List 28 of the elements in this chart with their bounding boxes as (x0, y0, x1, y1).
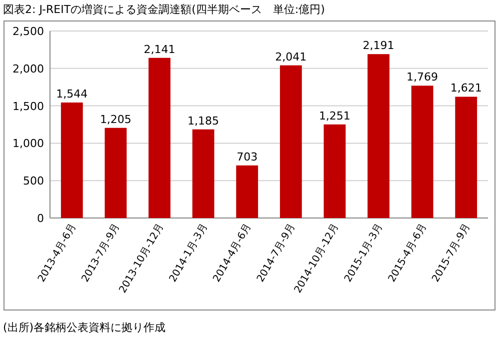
y-tick-label: 2,000 (12, 62, 44, 76)
bar (324, 124, 346, 218)
text: (出所)各銘柄公表資料に拠り作成 (3, 321, 166, 334)
data-label: 1,769 (406, 70, 438, 84)
bar (192, 129, 214, 218)
data-label: 2,041 (275, 50, 307, 64)
data-label: 1,251 (318, 109, 350, 122)
bar (368, 54, 390, 218)
y-tick-label: 0 (37, 212, 44, 225)
data-label: 1,185 (188, 114, 220, 128)
data-label: 1,205 (100, 112, 132, 126)
data-label: 1,621 (450, 82, 482, 95)
bar (236, 165, 258, 218)
bar (60, 102, 83, 218)
data-label: 1,544 (56, 88, 88, 101)
bar (104, 128, 127, 218)
data-label: 2,191 (362, 39, 394, 52)
y-tick-label: 1,500 (12, 100, 44, 113)
bar (455, 96, 478, 218)
y-tick-label: 1,000 (12, 137, 44, 150)
data-label: 703 (236, 150, 258, 164)
bar (411, 86, 434, 218)
y-tick-label: 500 (23, 174, 44, 188)
bar (280, 65, 302, 218)
chart-title: 図表2: J-REITの増資による資金調達額(四半期ベース 単位:億円) (3, 3, 325, 16)
y-tick-label: 2,500 (12, 25, 44, 38)
bar (148, 58, 170, 218)
data-label: 2,141 (144, 42, 176, 56)
